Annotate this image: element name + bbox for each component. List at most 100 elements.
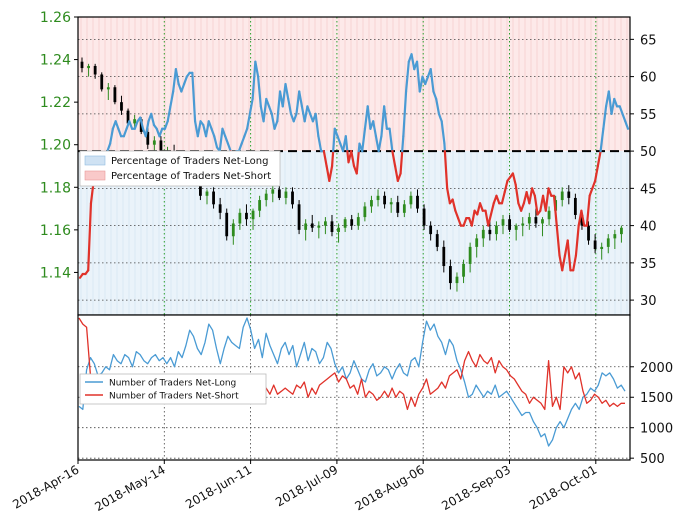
candle-body [456,277,459,283]
date-tick-label: 2018-Sep-03 [439,462,513,513]
pct-tick-label: 60 [640,71,657,86]
candle-body [469,247,472,264]
candle-body [561,192,564,201]
candle-body [528,217,531,223]
candle-body [370,200,373,206]
price-tick-label: 1.22 [40,95,71,111]
candle-body [390,202,393,204]
candle-body [535,217,538,223]
candle-body [100,74,103,89]
candle-body [488,230,491,234]
candle-body [495,226,498,235]
candle-body [462,264,465,277]
candle-body [271,189,274,193]
candle-body [219,204,222,213]
candle-body [298,204,301,230]
candle-body [521,223,524,225]
date-tick-label: 2018-Aug-06 [352,462,426,513]
pct-long-segment [332,151,333,166]
price-tick-label: 1.14 [40,265,71,281]
count-tick-label: 1500 [640,391,673,406]
pct-tick-label: 40 [640,220,657,235]
price-tick-label: 1.20 [40,138,71,154]
candle-body [383,196,386,205]
candle-body [311,223,314,227]
price-tick-label: 1.24 [40,53,71,69]
candle-body [265,194,268,200]
candle-body [153,140,156,144]
candle-body [252,211,255,220]
candle-body [607,238,610,247]
date-tick-label: 2018-Jun-11 [183,462,254,511]
candle-body [587,226,590,241]
date-tick-label: 2018-Apr-16 [10,462,81,511]
candle-body [574,198,577,215]
count-tick-label: 1000 [640,422,673,437]
candle-body [594,241,597,250]
candle-body [285,192,288,198]
candle-body [337,228,340,232]
candle-body [508,219,511,230]
candle-body [403,204,406,213]
candle-body [357,217,360,226]
candle-body [225,213,228,236]
legend-label-pct-short: Percentage of Traders Net-Short [111,171,271,182]
candle-body [475,238,478,247]
candle-body [232,223,235,236]
candle-body [238,213,241,224]
date-tick-label: 2018-Jul-09 [273,462,340,509]
candle-body [396,202,399,213]
candle-body [107,87,110,89]
top-legend: Percentage of Traders Net-Long Percentag… [80,151,280,186]
candle-body [429,226,432,235]
candle-body [548,211,551,220]
candle-body [94,66,97,75]
candle-body [87,66,90,68]
candle-body [331,221,334,232]
date-tick-label: 2018-May-14 [92,462,167,513]
pct-tick-label: 50 [640,145,657,160]
legend-label-count-short: Number of Traders Net-Short [109,392,239,402]
candle-body [324,221,327,225]
candle-body [113,87,116,102]
candle-body [600,247,603,249]
price-tick-label: 1.26 [40,10,71,26]
legend-swatch-long [85,156,105,165]
candle-body [423,209,426,226]
candle-body [377,196,380,200]
candle-body [410,196,413,205]
pct-long-segment [346,136,348,151]
candle-body [567,192,570,198]
pct-tick-label: 35 [640,257,657,272]
count-tick-label: 2000 [640,361,673,376]
legend-swatch-short [85,171,105,180]
candle-body [515,226,518,230]
candle-body [245,213,248,219]
count-axis: 2000 1500 1000 500 [630,361,673,467]
candle-body [416,196,419,209]
candle-body [344,219,347,228]
candle-body [449,266,452,283]
candle-body [442,247,445,266]
date-tick-label: 2018-Oct-01 [527,462,599,512]
price-axis: 1.261.241.221.201.181.161.14 [40,10,78,281]
pct-tick-label: 30 [640,294,657,309]
candle-body [120,102,123,111]
pct-tick-label: 45 [640,182,657,197]
count-tick-label: 500 [640,452,665,467]
pct-tick-label: 65 [640,33,657,48]
candle-body [304,223,307,229]
candle-body [278,189,281,198]
price-tick-label: 1.18 [40,180,71,196]
legend-label-count-long: Number of Traders Net-Long [109,379,236,389]
legend-label-pct-long: Percentage of Traders Net-Long [111,156,269,167]
pct-long-segment [402,136,403,151]
candle-body [291,192,294,205]
candle-body [613,234,616,238]
candle-body [482,230,485,239]
candle-body [81,62,84,68]
candle-body [350,219,353,225]
